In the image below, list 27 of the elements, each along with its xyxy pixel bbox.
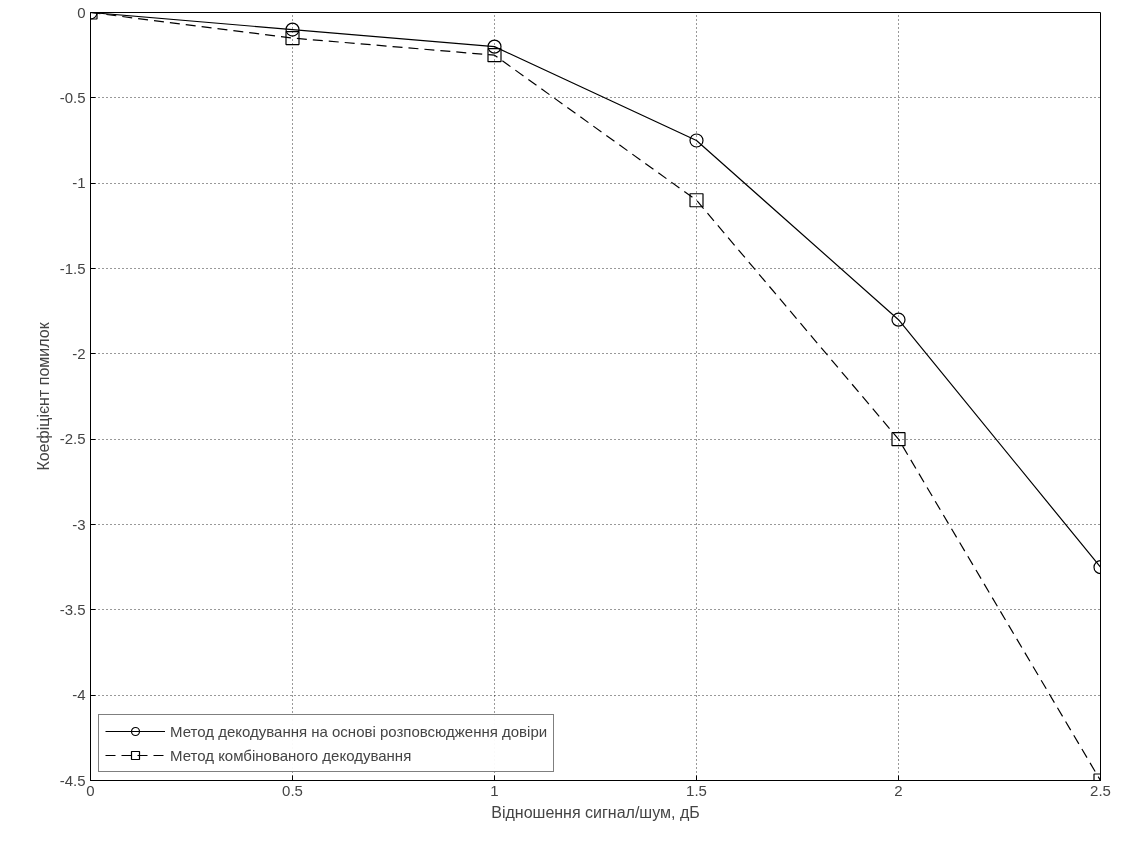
legend-label: Метод комбінованого декодування	[170, 746, 412, 764]
point	[891, 432, 906, 447]
y-tick-label: -4.5	[59, 771, 86, 789]
y-tick-label: -3	[72, 515, 86, 533]
point	[285, 31, 300, 46]
y-axis-title: Коефіцієнт помилок	[34, 321, 52, 471]
y-tick-label: -2	[72, 344, 86, 362]
x-tick-label: 1	[490, 781, 499, 799]
point	[689, 193, 704, 208]
point	[689, 133, 704, 148]
x-tick-label: 2.5	[1090, 781, 1111, 799]
point	[487, 48, 502, 63]
point	[891, 312, 906, 327]
y-tick-label: -1.5	[59, 259, 86, 277]
point	[487, 39, 502, 54]
x-tick-label: 1.5	[686, 781, 707, 799]
y-tick-label: 0	[77, 3, 86, 21]
y-tick-label: -3.5	[59, 600, 86, 618]
y-tick-label: -0.5	[59, 88, 86, 106]
legend-label: Метод декодування на основі розповсюдження довіри	[170, 722, 548, 740]
point	[285, 22, 300, 37]
x-tick-label: 0.5	[282, 781, 303, 799]
y-tick-label: -1	[72, 174, 86, 192]
y-tick-label: -4	[72, 686, 86, 704]
y-tick-label: -2.5	[59, 430, 86, 448]
x-axis-title: Відношення сигнал/шум, дБ	[491, 803, 700, 821]
x-tick-label: 2	[894, 781, 903, 799]
